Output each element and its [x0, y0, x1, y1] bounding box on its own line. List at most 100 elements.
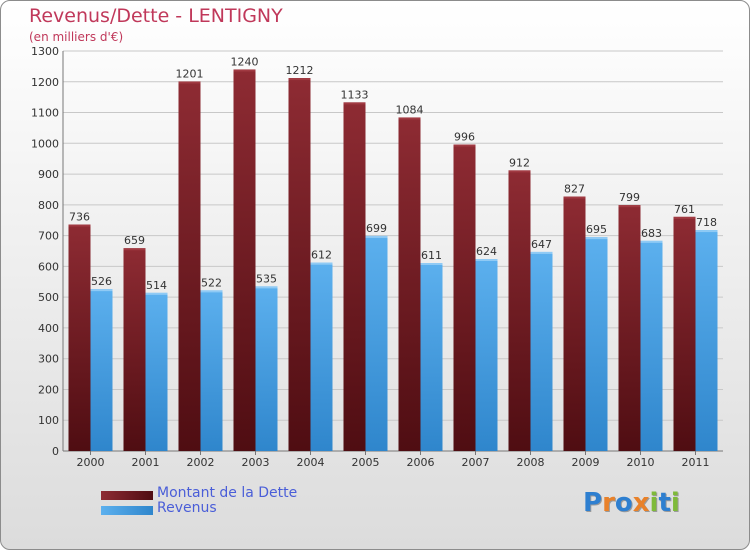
bar-cap-debt — [233, 69, 256, 72]
logo-letter: t — [658, 488, 671, 518]
bar-cap-revenue — [420, 263, 443, 265]
bar-revenue — [145, 292, 168, 451]
logo-letter: P — [583, 488, 603, 518]
data-label-revenue: 624 — [476, 245, 497, 258]
bar-debt — [123, 248, 146, 451]
bar-debt — [673, 216, 696, 451]
bar-revenue — [420, 263, 443, 451]
logo-letter: x — [632, 488, 650, 518]
bar-revenue — [255, 286, 278, 451]
data-label-debt: 1212 — [286, 64, 314, 77]
bar-revenue — [585, 237, 608, 451]
data-label-revenue: 612 — [311, 249, 332, 262]
bar-cap-debt — [68, 224, 91, 227]
y-tick-label: 1100 — [31, 107, 59, 120]
logo-letter: i — [649, 488, 659, 518]
bar-cap-revenue — [585, 237, 608, 240]
data-label-debt: 799 — [619, 191, 640, 204]
data-label-revenue: 611 — [421, 249, 442, 262]
x-tick-label: 2000 — [77, 456, 105, 469]
x-tick-label: 2010 — [627, 456, 655, 469]
bar-debt — [288, 78, 311, 452]
y-tick-label: 0 — [52, 445, 59, 458]
data-label-revenue: 526 — [91, 275, 112, 288]
label-layer: 0 100 200 300 400 500 600 700 800 900 1000 1100 1200… — [31, 45, 717, 469]
data-label-debt: 659 — [124, 234, 145, 247]
data-label-debt: 996 — [454, 131, 475, 144]
bar-debt — [233, 69, 256, 451]
bar-cap-debt — [178, 81, 201, 84]
bar-revenue — [475, 259, 498, 451]
legend-swatch-revenue — [101, 506, 153, 515]
y-tick-label: 100 — [38, 414, 59, 427]
bar-cap-debt — [453, 144, 476, 147]
bar-debt — [178, 81, 201, 451]
y-tick-label: 800 — [38, 199, 59, 212]
chart-subtitle: (en milliers d'€) — [29, 30, 124, 44]
data-label-debt: 912 — [509, 156, 530, 169]
bar-revenue — [695, 230, 718, 451]
x-tick-label: 2009 — [572, 456, 600, 469]
x-tick-label: 2003 — [242, 456, 270, 469]
legend-label-revenue: Revenus — [157, 500, 217, 516]
bar-cap-revenue — [695, 230, 718, 233]
data-label-debt: 1201 — [176, 67, 204, 80]
data-label-revenue: 514 — [146, 279, 167, 292]
y-tick-label: 1200 — [31, 76, 59, 89]
x-tick-label: 2002 — [187, 456, 215, 469]
logo-letter: i — [670, 488, 680, 518]
data-label-revenue: 647 — [531, 238, 552, 251]
data-label-debt: 736 — [69, 211, 90, 224]
x-tick-label: 2007 — [462, 456, 490, 469]
data-label-revenue: 695 — [586, 223, 607, 236]
bar-cap-debt — [123, 248, 146, 251]
bar-cap-revenue — [640, 240, 663, 243]
bar-cap-revenue — [200, 290, 223, 293]
bar-cap-debt — [508, 170, 531, 173]
bar-cap-revenue — [310, 262, 333, 265]
bar-debt — [618, 205, 641, 451]
bar-layer — [68, 69, 718, 452]
data-label-debt: 1133 — [341, 88, 369, 101]
y-tick-label: 500 — [38, 291, 59, 304]
data-label-revenue: 535 — [256, 272, 277, 285]
bar-revenue — [640, 240, 663, 451]
bar-revenue — [530, 251, 553, 451]
bar-cap-revenue — [145, 292, 168, 295]
bar-cap-debt — [563, 196, 586, 199]
bar-cap-revenue — [475, 259, 498, 261]
legend-swatch-debt — [101, 491, 153, 500]
logo-letter: r — [602, 488, 615, 518]
x-tick-label: 2011 — [682, 456, 710, 469]
bar-cap-debt — [673, 216, 696, 219]
bar-cap-revenue — [365, 235, 388, 238]
data-label-revenue: 522 — [201, 276, 222, 289]
data-label-revenue: 683 — [641, 227, 662, 240]
y-tick-label: 300 — [38, 353, 59, 366]
x-tick-label: 2006 — [407, 456, 435, 469]
y-tick-label: 900 — [38, 168, 59, 181]
bar-cap-revenue — [90, 289, 113, 292]
x-tick-label: 2001 — [132, 456, 160, 469]
bar-cap-revenue — [530, 251, 553, 254]
x-tick-label: 2004 — [297, 456, 325, 469]
chart-title: Revenus/Dette - LENTIGNY — [29, 5, 283, 27]
y-tick-label: 1300 — [31, 45, 59, 58]
bar-debt — [343, 102, 366, 451]
x-tick-label: 2008 — [517, 456, 545, 469]
bar-revenue — [310, 262, 333, 451]
bar-debt — [453, 144, 476, 452]
bar-debt — [508, 170, 531, 451]
data-label-debt: 1084 — [396, 103, 424, 116]
proxiti-logo: Proxiti — [583, 488, 680, 518]
bar-cap-revenue — [255, 286, 278, 289]
bar-cap-debt — [398, 117, 421, 120]
y-tick-label: 1000 — [31, 137, 59, 150]
y-tick-label: 600 — [38, 260, 59, 273]
bar-debt — [68, 224, 91, 451]
bar-debt — [563, 196, 586, 451]
x-tick-label: 2005 — [352, 456, 380, 469]
data-label-debt: 1240 — [231, 55, 259, 68]
